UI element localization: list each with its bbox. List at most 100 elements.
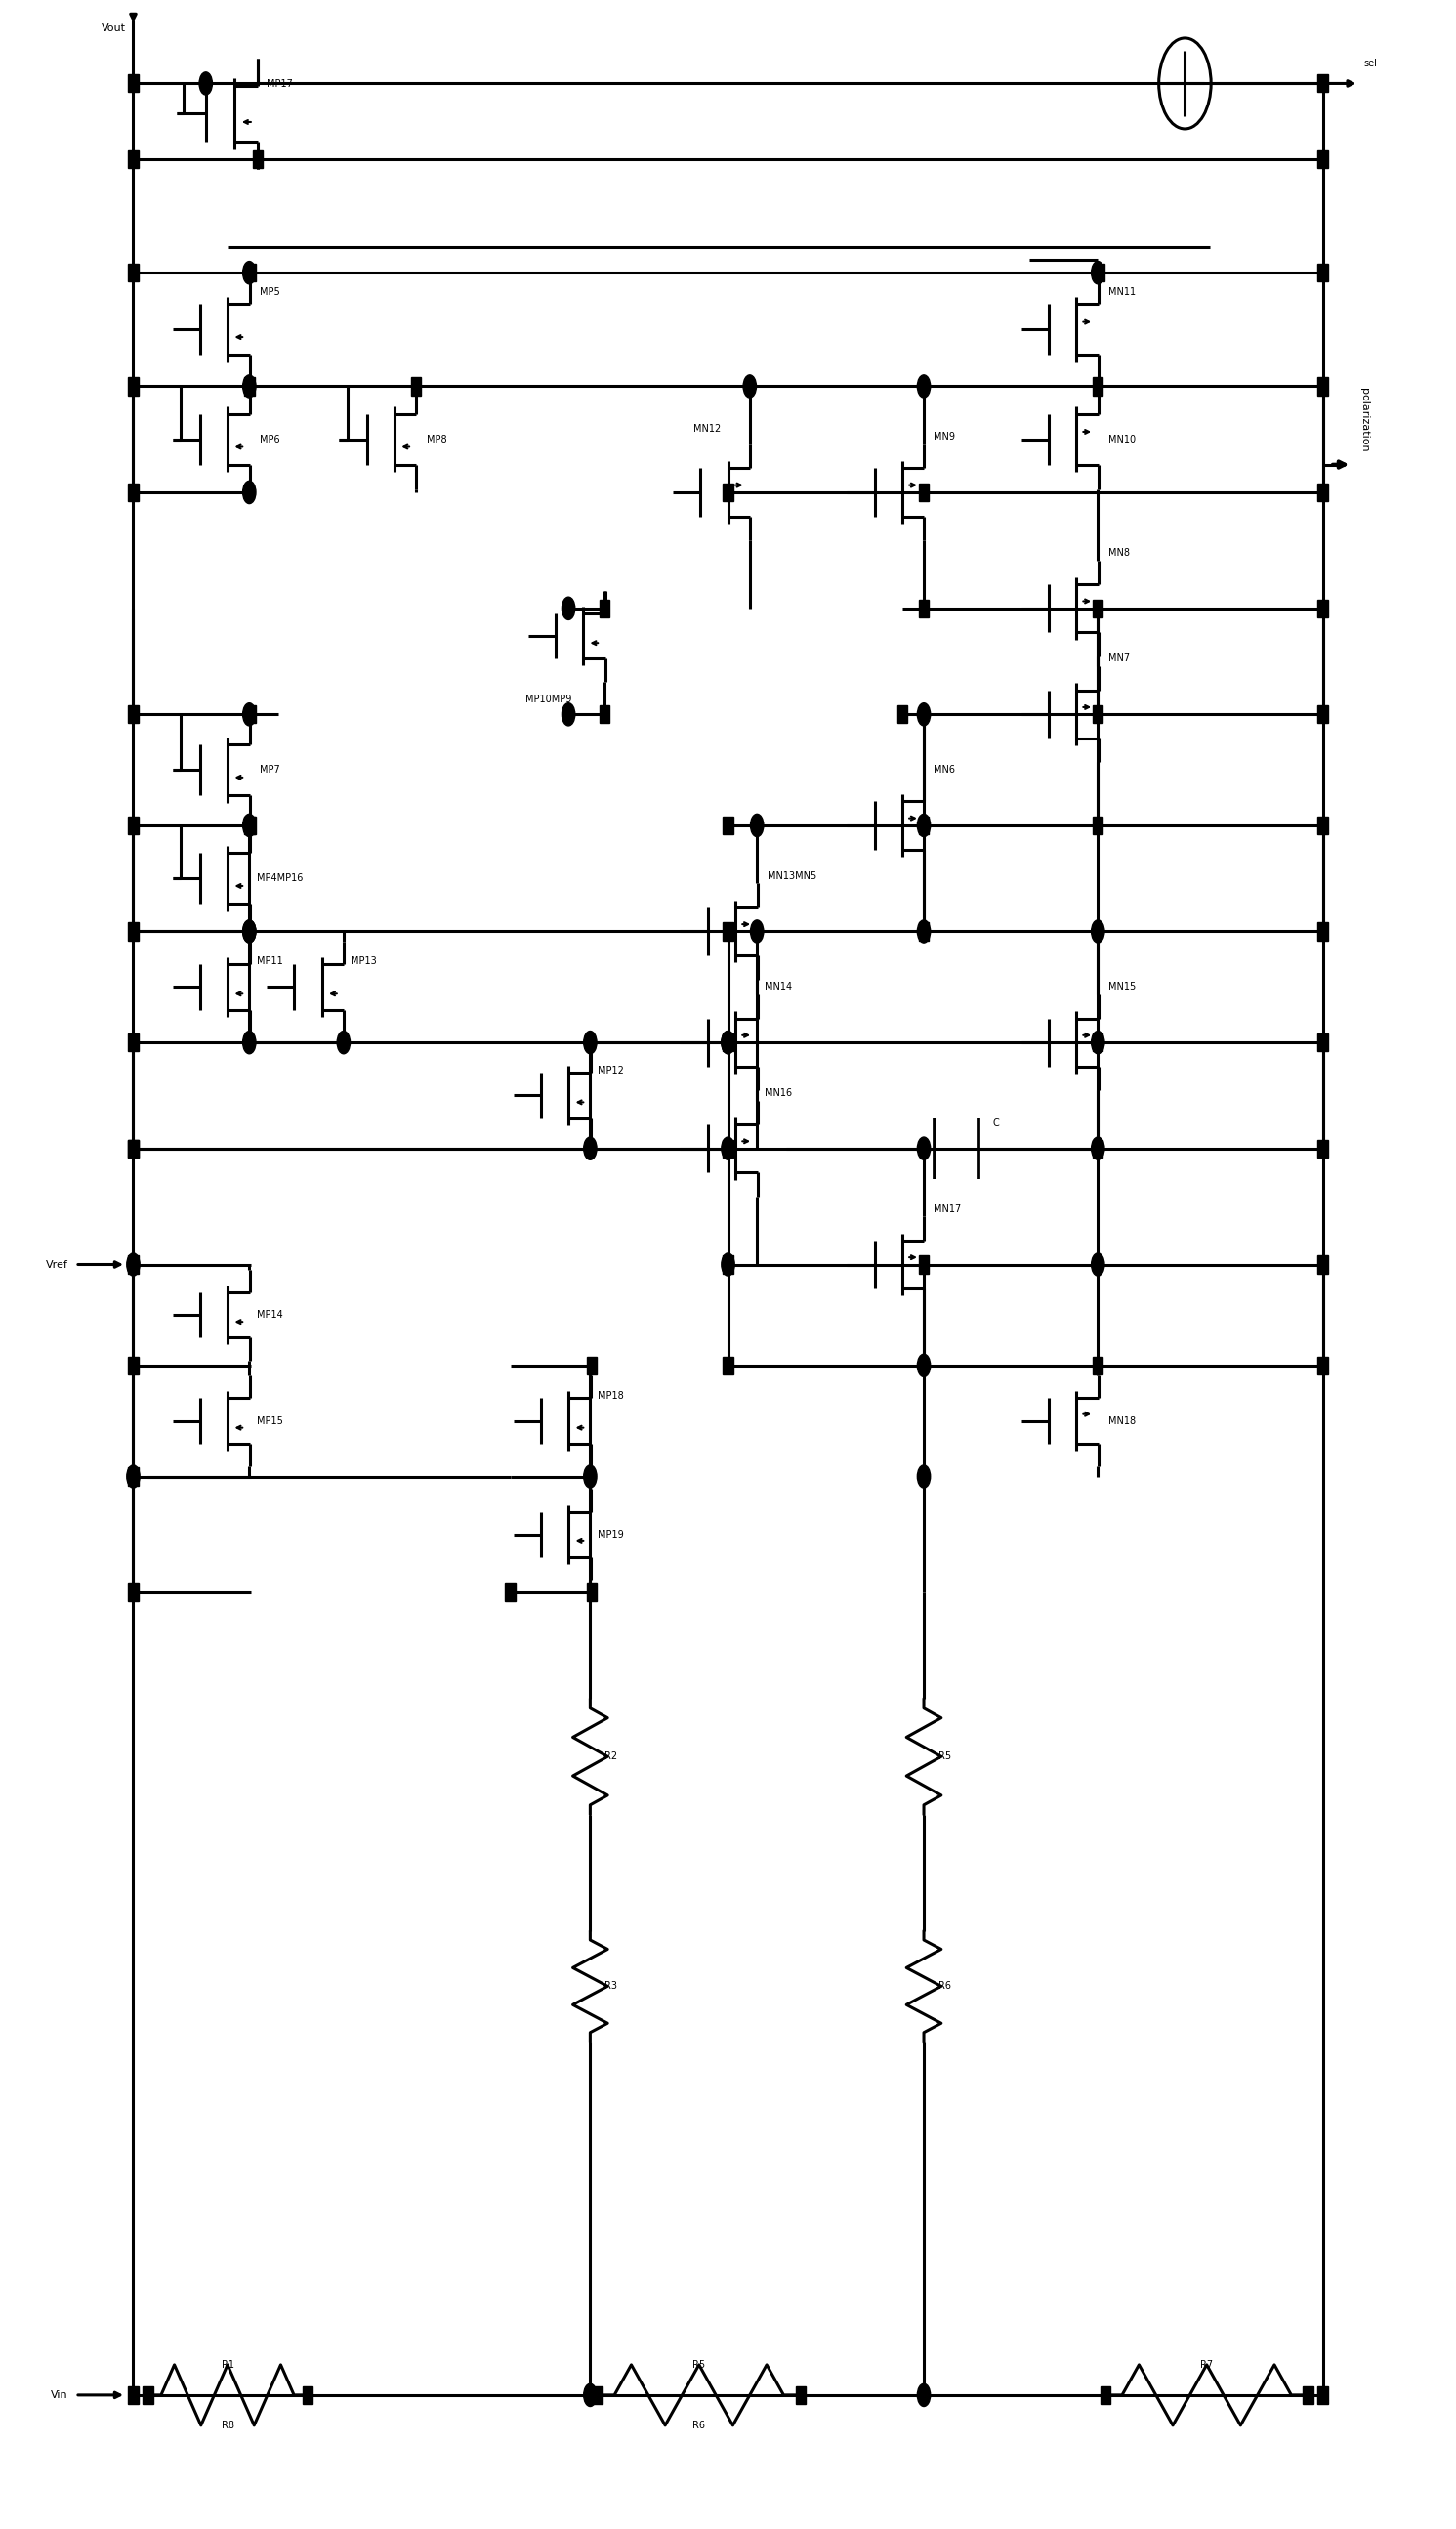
Text: MP8: MP8: [427, 435, 447, 445]
Bar: [1101, 2387, 1111, 2405]
Bar: [128, 1141, 138, 1158]
Bar: [1093, 706, 1104, 723]
Text: R1: R1: [221, 2360, 234, 2370]
Circle shape: [722, 1032, 734, 1055]
Circle shape: [722, 1254, 734, 1275]
Circle shape: [917, 1464, 930, 1487]
Text: MP17: MP17: [266, 78, 293, 89]
Circle shape: [722, 1138, 734, 1161]
Bar: [1318, 483, 1328, 501]
Bar: [724, 1257, 732, 1272]
Text: Vref: Vref: [45, 1259, 68, 1270]
Bar: [128, 1034, 138, 1052]
Bar: [128, 1356, 138, 1373]
Bar: [1093, 377, 1104, 395]
Circle shape: [243, 703, 256, 726]
Text: C: C: [993, 1118, 999, 1128]
Circle shape: [584, 1032, 597, 1055]
Circle shape: [1092, 1138, 1105, 1161]
Text: MP19: MP19: [597, 1530, 623, 1540]
Bar: [1093, 1034, 1104, 1052]
Bar: [1303, 2387, 1313, 2405]
Circle shape: [584, 1138, 597, 1161]
Text: MN12: MN12: [693, 425, 721, 435]
Text: R6: R6: [693, 2420, 705, 2430]
Text: MP11: MP11: [256, 956, 282, 966]
Circle shape: [584, 2385, 597, 2408]
Text: R7: R7: [1200, 2360, 1213, 2370]
Bar: [1318, 76, 1328, 91]
Circle shape: [243, 260, 256, 283]
Text: MN18: MN18: [1108, 1416, 1136, 1426]
Bar: [128, 377, 138, 395]
Bar: [1093, 1356, 1104, 1373]
Bar: [128, 1467, 138, 1485]
Circle shape: [243, 921, 256, 943]
Bar: [1318, 149, 1328, 167]
Text: R6: R6: [938, 1980, 951, 1990]
Bar: [1318, 923, 1328, 941]
Bar: [1318, 263, 1328, 281]
Text: MP6: MP6: [259, 435, 280, 445]
Circle shape: [917, 703, 930, 726]
Circle shape: [243, 921, 256, 943]
Text: MN15: MN15: [1108, 981, 1136, 991]
Text: MP13: MP13: [351, 956, 377, 966]
Bar: [587, 1583, 597, 1601]
Bar: [897, 706, 907, 723]
Bar: [1093, 1141, 1104, 1158]
Circle shape: [127, 1464, 140, 1487]
Circle shape: [1092, 1032, 1105, 1055]
Text: MN7: MN7: [1108, 655, 1130, 663]
Bar: [795, 2387, 805, 2405]
Text: MP10MP9: MP10MP9: [526, 695, 571, 703]
Bar: [724, 1034, 732, 1052]
Text: MP7: MP7: [259, 764, 280, 774]
Bar: [600, 706, 610, 723]
Bar: [143, 2387, 153, 2405]
Circle shape: [338, 1032, 349, 1055]
Bar: [724, 1356, 732, 1373]
Bar: [246, 706, 256, 723]
Bar: [1095, 263, 1105, 281]
Bar: [1318, 377, 1328, 395]
Text: MN14: MN14: [764, 981, 792, 991]
Bar: [303, 2387, 313, 2405]
Circle shape: [127, 1254, 140, 1275]
Circle shape: [750, 814, 763, 837]
Text: MP5: MP5: [259, 286, 280, 296]
Bar: [1318, 1141, 1328, 1158]
Bar: [128, 923, 138, 941]
Bar: [1093, 599, 1104, 617]
Circle shape: [243, 814, 256, 837]
Text: MP18: MP18: [597, 1391, 623, 1401]
Bar: [246, 263, 256, 281]
Text: MN8: MN8: [1108, 549, 1130, 559]
Bar: [128, 483, 138, 501]
Bar: [253, 149, 264, 167]
Text: polarization: polarization: [1358, 387, 1369, 453]
Circle shape: [917, 2385, 930, 2408]
Bar: [919, 817, 929, 835]
Bar: [246, 817, 256, 835]
Circle shape: [243, 374, 256, 397]
Bar: [128, 263, 138, 281]
Bar: [724, 817, 732, 835]
Bar: [1318, 1034, 1328, 1052]
Bar: [1318, 706, 1328, 723]
Text: MN10: MN10: [1108, 435, 1136, 445]
Text: MP15: MP15: [256, 1416, 282, 1426]
Text: MN6: MN6: [933, 764, 955, 774]
Bar: [128, 1257, 138, 1272]
Circle shape: [1092, 1254, 1105, 1275]
Circle shape: [1092, 260, 1105, 283]
Circle shape: [917, 814, 930, 837]
Bar: [724, 483, 732, 501]
Bar: [1318, 2387, 1328, 2405]
Text: R5: R5: [938, 1753, 951, 1763]
Bar: [600, 599, 610, 617]
Circle shape: [917, 1353, 930, 1376]
Bar: [128, 76, 138, 91]
Bar: [505, 1583, 515, 1601]
Bar: [128, 2387, 138, 2405]
